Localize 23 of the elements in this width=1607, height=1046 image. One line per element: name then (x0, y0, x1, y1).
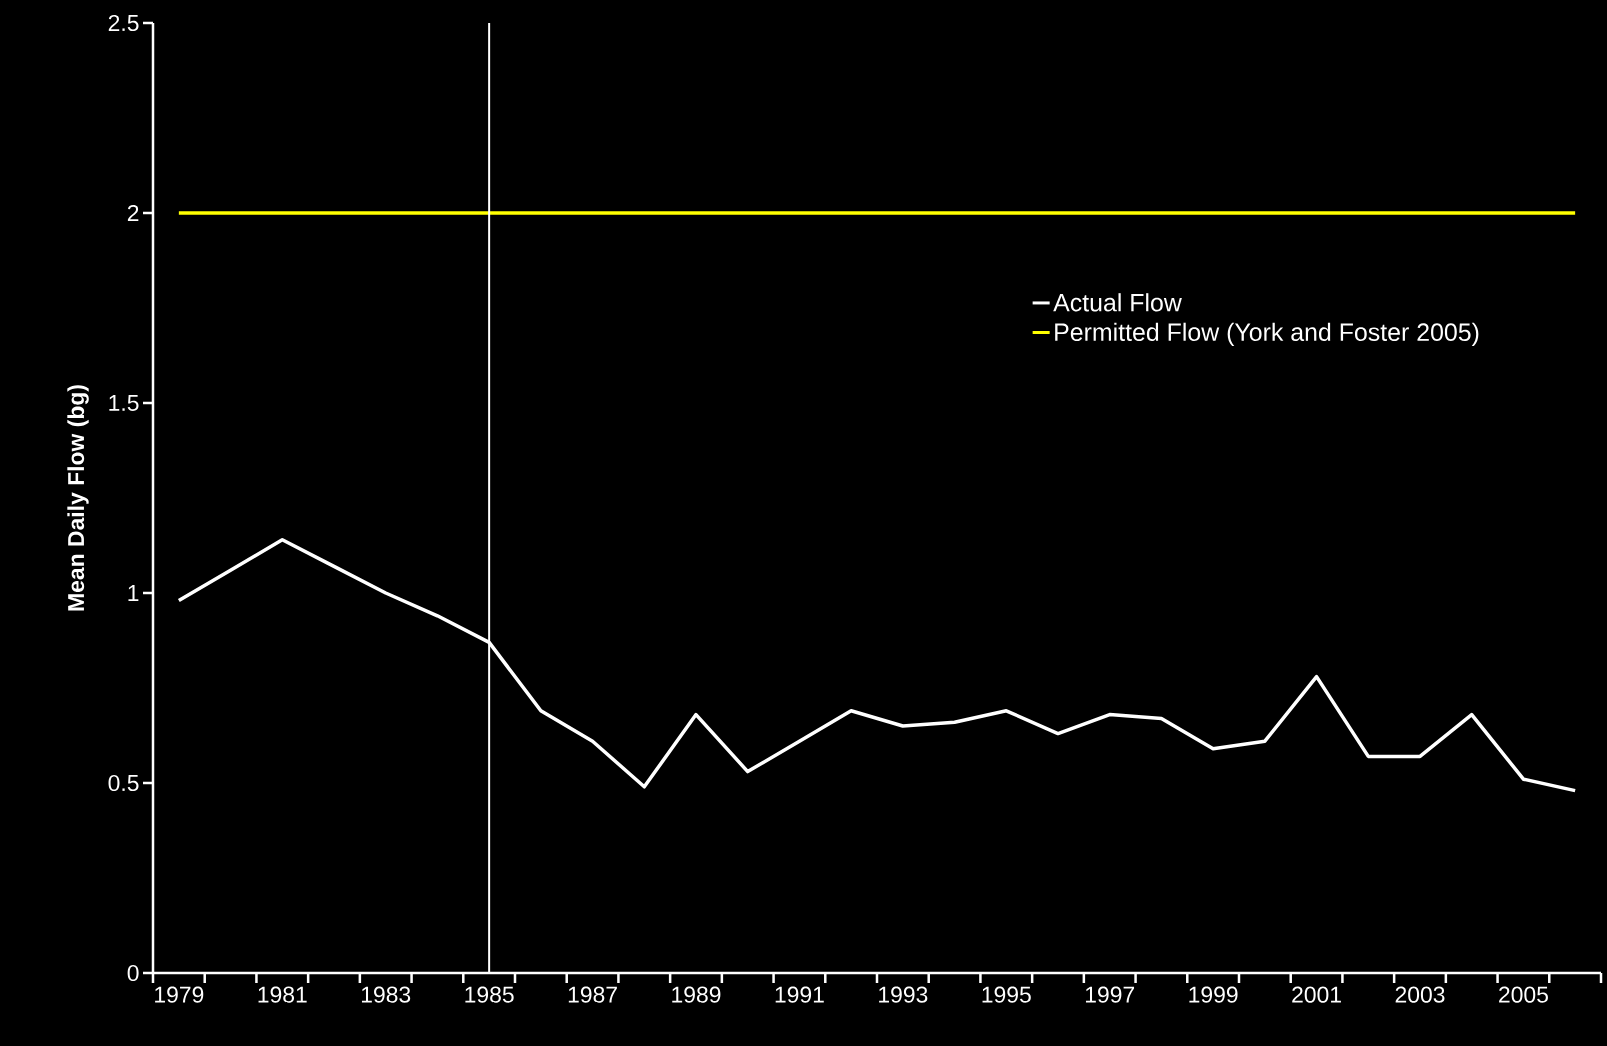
y-tick-label: 0.5 (108, 774, 139, 792)
x-tick-label: 1999 (1189, 986, 1238, 1003)
y-tick-label: 2.5 (108, 14, 139, 32)
y-axis-title: Mean Daily Flow (bg) (67, 385, 89, 611)
x-tick-label: 1979 (155, 986, 204, 1003)
x-tick-label: 1995 (982, 986, 1031, 1003)
x-tick-label: 1997 (1085, 986, 1135, 1003)
y-tick-label: 1 (128, 585, 139, 601)
legend-label: Actual Flow (1053, 293, 1182, 312)
y-tick-label: 2 (127, 204, 139, 221)
x-tick-label: 2001 (1292, 986, 1341, 1003)
legend-label: Permitted Flow (York and Foster 2005) (1055, 322, 1479, 346)
y-tick-label: 0 (127, 964, 139, 982)
x-tick-label: 1981 (258, 986, 307, 1003)
x-tick-label: 1993 (879, 986, 928, 1003)
x-tick-label: 1987 (568, 986, 617, 1003)
x-tick-label: 1991 (775, 986, 824, 1003)
x-tick-label: 2003 (1395, 986, 1445, 1003)
x-tick-label: 1989 (672, 986, 721, 1003)
x-tick-label: 2005 (1499, 986, 1548, 1003)
x-tick-label: 1983 (361, 986, 411, 1003)
y-tick-label: 1.5 (109, 395, 139, 411)
x-tick-label: 1985 (465, 986, 514, 1003)
